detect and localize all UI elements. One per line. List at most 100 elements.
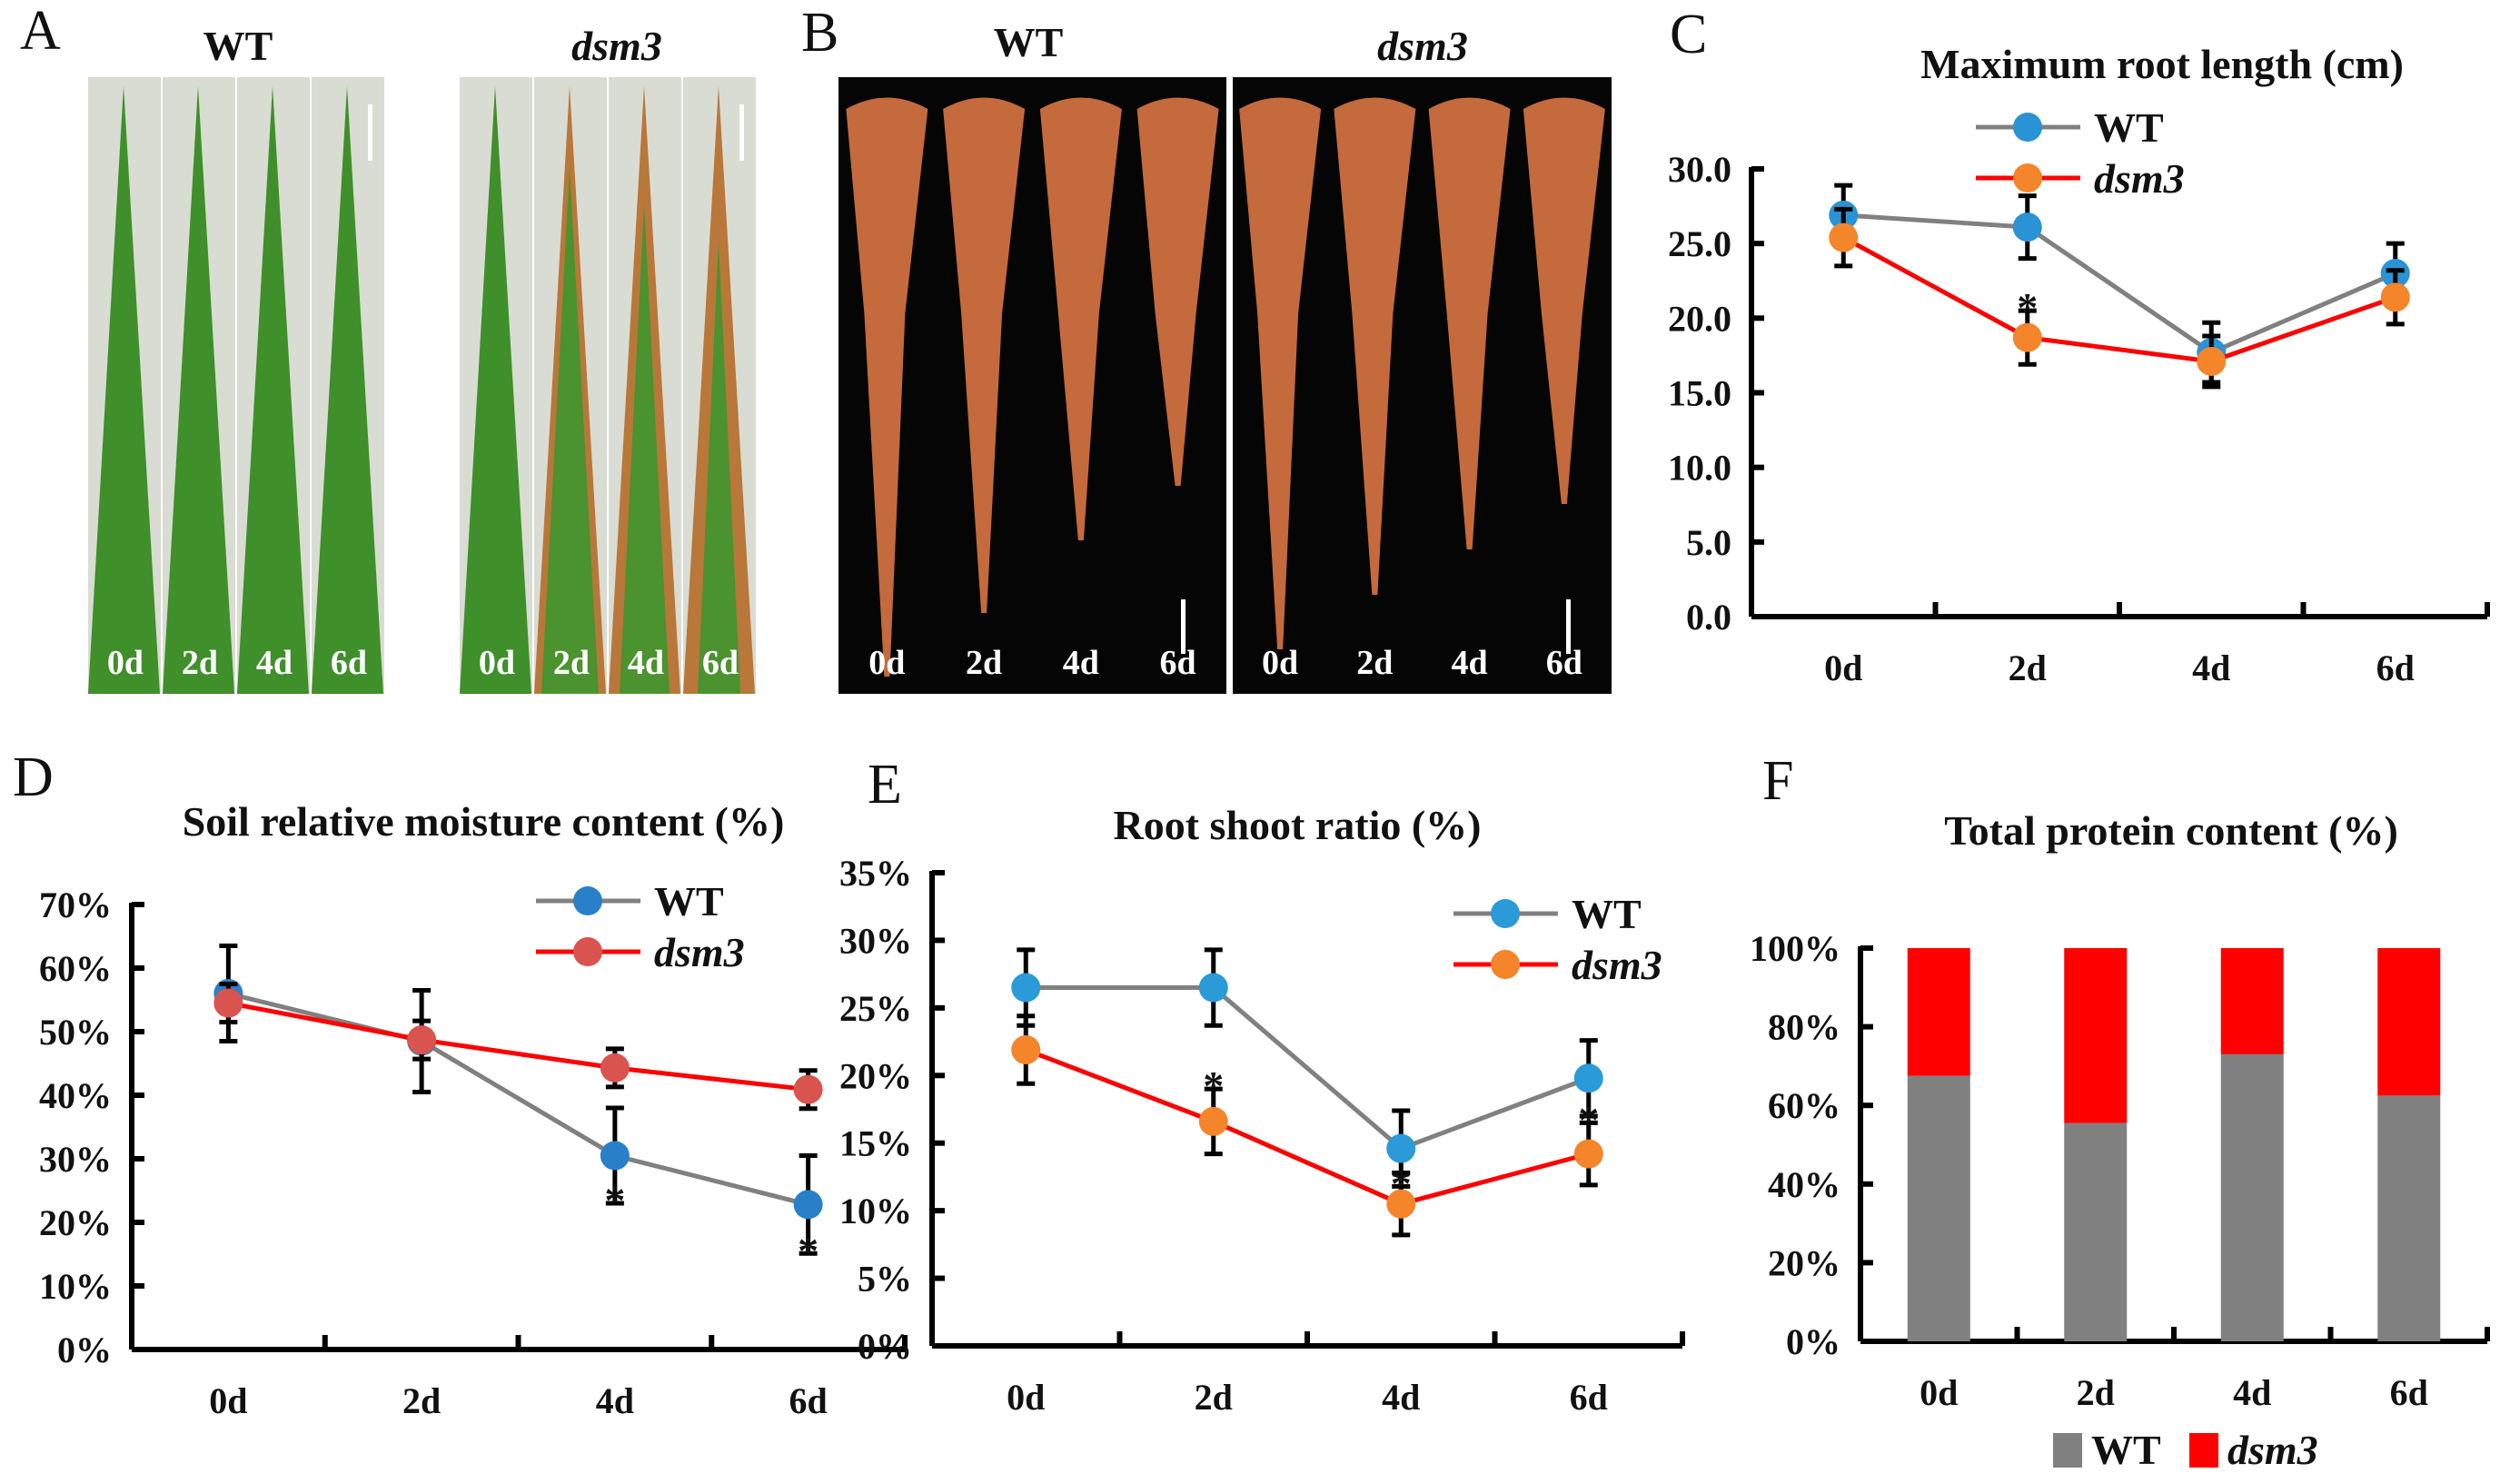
day-label: 2d [1356,644,1393,682]
y-tick-label: 30% [839,920,912,961]
leaf-green-area [620,204,670,694]
y-tick-label: 0.0 [1686,597,1731,638]
series-dsm3 [1829,206,2410,390]
x-tick-label: 4d [2233,1372,2271,1413]
data-point [600,1053,630,1083]
panel-b-wt-label: WT [994,19,1064,65]
y-tick-label: 10.0 [1668,448,1731,489]
legend-label: dsm3 [654,929,745,975]
legend-marker [2013,163,2042,193]
panel-letter-a: A [20,0,61,62]
root [943,97,1026,613]
chart-f: F Total protein content (%) 0% 20% 40% 60% 80%… [1750,750,2490,1473]
scale-bar [1566,599,1571,654]
y-tick-label: 25% [839,988,912,1029]
series-wt [213,944,823,1256]
data-point [1198,1106,1228,1136]
legend-marker [573,886,602,915]
significance-asterisk: * [1391,1160,1412,1206]
day-label: 4d [1452,644,1488,682]
y-tick-label: 60% [39,948,112,989]
leaf [237,86,309,694]
series-line [1025,1047,1590,1207]
y-tick-label: 20% [1768,1242,1840,1283]
root [1039,97,1122,540]
y-tick-label: 0% [1786,1321,1840,1362]
panel-b-roots: B WT dsm3 0d 2d 4d 6d 0d 2d 4d 6d [801,2,1612,694]
day-label: 0d [868,644,905,682]
root-photo-wt: 0d 2d 4d 6d [838,77,1226,694]
legend-label: WT [654,878,724,924]
charts: C Maximum root length (cm) 0.0 5.0 10.0 15.0 2… [13,4,2490,1473]
x-tick-label: 4d [596,1380,634,1421]
scale-bar [368,104,372,161]
y-tick-label: 20.0 [1668,298,1731,339]
data-point [1829,222,1859,252]
y-tick-label: 30% [39,1139,112,1180]
y-tick-label: 40% [1768,1164,1840,1205]
y-tick-label: 25.0 [1668,223,1731,264]
y-tick-label: 80% [1768,1007,1840,1048]
bar-wt [2220,1053,2284,1341]
y-tick-label: 30.0 [1668,149,1731,190]
y-tick-label: 0% [858,1326,912,1367]
root [1334,97,1416,595]
data-point [2012,213,2042,242]
data-point [1573,1139,1603,1169]
data-point [793,1074,823,1104]
data-point [2012,322,2042,352]
data-point [1011,973,1041,1003]
series-dsm3 [213,982,823,1112]
chart-title: Total protein content (%) [1944,807,2398,854]
data-point [1386,1189,1416,1219]
day-label: 2d [553,644,590,682]
bar-dsm3 [2220,948,2284,1054]
chart-e: E Root shoot ratio (%) 0% 5% 10% 15% 20% 25% 30%… [839,754,1685,1418]
day-label: 2d [182,644,218,682]
y-tick-label: 20% [839,1055,912,1096]
x-tick-label: 2d [402,1380,441,1421]
root [1136,97,1219,486]
legend-swatch [2189,1433,2218,1468]
day-label: 6d [702,644,739,682]
scale-bar [1181,599,1186,654]
y-tick-label: 20% [39,1202,112,1243]
chart-title: Maximum root length (cm) [1920,41,2404,87]
panel-a-wt-label: WT [203,23,273,69]
x-tick-label: 0d [1007,1377,1045,1418]
panel-b-mutant-label: dsm3 [1377,23,1468,69]
bar-dsm3 [2377,948,2441,1096]
data-point [1198,973,1228,1003]
series-dsm3 [1011,1013,1603,1238]
legend-label: dsm3 [2227,1427,2318,1473]
x-tick-label: 0d [1824,648,1862,688]
series-wt [1011,947,1603,1189]
day-label: 4d [256,644,293,682]
leaf-photo-wt: 0d 2d 4d 6d [88,77,384,694]
root [1239,97,1322,649]
panel-letter: E [868,754,902,816]
legend-marker [573,937,602,966]
data-point [1011,1035,1041,1065]
bar-dsm3 [1907,948,1970,1076]
chart-title: Soil relative moisture content (%) [183,798,785,845]
series-line [1026,985,1590,1152]
significance-asterisk: * [1578,1096,1599,1142]
y-tick-label: 60% [1768,1085,1840,1126]
y-tick-label: 40% [39,1075,112,1116]
leaf [460,86,531,694]
chart-d: D Soil relative moisture content (%) 0% 10%… [13,746,908,1421]
day-label: 2d [966,644,1002,682]
day-label: 6d [1160,644,1196,682]
bar-wt [2064,1122,2128,1341]
legend-label: dsm3 [1572,942,1662,988]
significance-asterisk: * [604,1177,625,1223]
bar-wt [1907,1075,1970,1341]
legend-label: WT [2094,104,2164,151]
y-tick-label: 35% [839,853,912,894]
leaf-green-area [541,168,599,694]
series-line [1843,213,2396,355]
significance-asterisk: * [798,1227,819,1273]
data-point [213,988,243,1018]
day-label: 4d [628,644,664,682]
